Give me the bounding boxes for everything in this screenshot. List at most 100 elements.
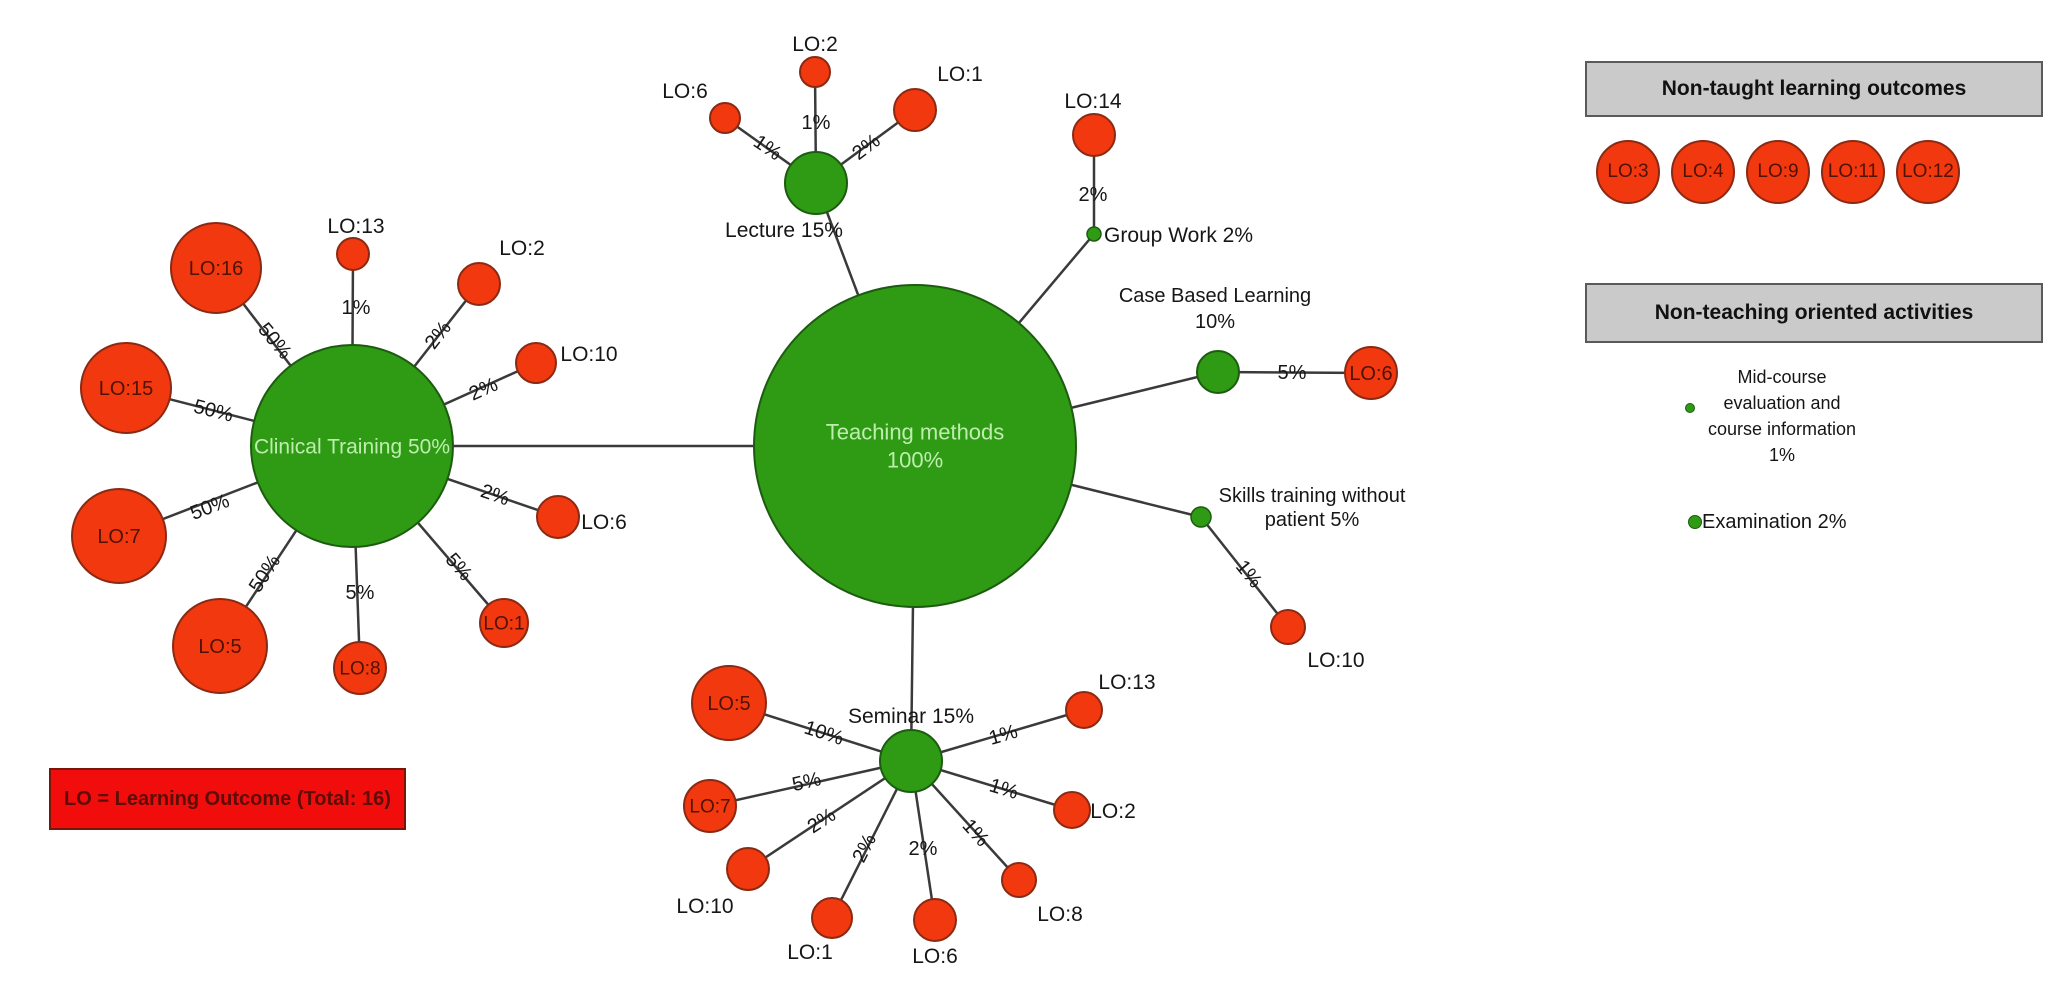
- node-teaching: [753, 284, 1077, 608]
- activity-line: evaluation and: [1723, 393, 1841, 413]
- examination-dot-icon: [1688, 515, 1702, 529]
- label-se10: LO:10: [676, 895, 733, 918]
- node-l6: [709, 102, 741, 134]
- edge-label-seminar-se5: 10%: [801, 717, 846, 750]
- edge-label-groupwork-g14: 2%: [1079, 184, 1108, 206]
- edge-label-clinical-c7: 50%: [187, 490, 232, 525]
- non-taught-outcome-LO-9: LO:9: [1746, 140, 1810, 204]
- node-c6: [536, 495, 580, 539]
- node-l1: [893, 88, 937, 132]
- non-taught-outcome-LO-12: LO:12: [1896, 140, 1960, 204]
- label-se6: LO:6: [912, 945, 958, 968]
- non-taught-outcome-LO-3: LO:3: [1596, 140, 1660, 204]
- label-seminar: Seminar 15%: [848, 705, 974, 728]
- edge-label-clinical-c8: 5%: [346, 582, 375, 604]
- label-c7: LO:7: [97, 526, 140, 548]
- label-clinical: Clinical Training 50%: [254, 435, 450, 458]
- node-c2: [457, 262, 501, 306]
- node-skills: [1190, 506, 1212, 528]
- label-groupwork: Group Work 2%: [1104, 224, 1253, 247]
- examination-label: Examination 2%: [1702, 511, 1942, 533]
- label-g14: LO:14: [1064, 90, 1122, 113]
- label-se7: LO:7: [689, 797, 730, 818]
- label-c10: LO:10: [560, 343, 617, 366]
- edge-label-seminar-se7: 5%: [790, 768, 823, 796]
- non-taught-header: Non-taught learning outcomes: [1585, 61, 2043, 117]
- edge-skills-s10: [1200, 516, 1289, 628]
- non-taught-outcomes-row: LO:3 LO:4 LO:9 LO:11 LO:12: [1596, 140, 1960, 204]
- label-se8: LO:8: [1037, 903, 1083, 926]
- edge-label-lecture-l6: 1%: [749, 131, 785, 166]
- label-se13: LO:13: [1098, 671, 1155, 694]
- label-cb6: LO:6: [1349, 363, 1392, 385]
- legend-box: LO = Learning Outcome (Total: 16): [49, 768, 406, 830]
- edge-label-clinical-c6: 2%: [478, 480, 513, 510]
- label-cbl-0: Case Based Learning: [1119, 285, 1311, 307]
- activity-line: 1%: [1768, 445, 1795, 465]
- node-seminar: [879, 729, 943, 793]
- non-teaching-header: Non-teaching oriented activities: [1585, 283, 2043, 343]
- node-c5: [172, 598, 268, 694]
- node-lecture: [784, 151, 848, 215]
- edge-label-seminar-se2: 1%: [987, 775, 1021, 805]
- label-skills-0: Skills training without: [1219, 485, 1406, 507]
- label-c5: LO:5: [198, 636, 241, 658]
- node-c15: [80, 342, 172, 434]
- node-cb6: [1344, 346, 1398, 400]
- activity-line: Mid-course: [1737, 367, 1827, 387]
- edge-label-cbl-cb6: 5%: [1278, 362, 1307, 384]
- edge-seminar-se10: [747, 759, 912, 871]
- legend-label: LO = Learning Outcome (Total: 16): [64, 787, 391, 810]
- label-c6: LO:6: [581, 511, 627, 534]
- activity-line: Examination 2%: [1702, 511, 1847, 533]
- label-skills-1: patient 5%: [1265, 509, 1360, 531]
- non-taught-outcome-label: LO:4: [1682, 161, 1724, 182]
- node-se5: [691, 665, 767, 741]
- edge-label-clinical-c10: 2%: [466, 374, 502, 406]
- node-se13: [1065, 691, 1103, 729]
- node-c8: [333, 641, 387, 695]
- label-teaching: Teaching methods: [826, 420, 1005, 445]
- node-groupwork: [1086, 226, 1102, 242]
- label-se1: LO:1: [787, 941, 833, 964]
- node-s10: [1270, 609, 1306, 645]
- node-c10: [515, 342, 557, 384]
- non-taught-outcome-LO-11: LO:11: [1821, 140, 1885, 204]
- label-l1: LO:1: [937, 63, 983, 86]
- non-taught-title: Non-taught learning outcomes: [1661, 77, 1967, 100]
- label-l2: LO:2: [792, 33, 838, 56]
- label-lecture: Lecture 15%: [725, 219, 843, 242]
- edge-label-clinical-c13: 1%: [342, 297, 371, 319]
- node-se10: [726, 847, 770, 891]
- node-se1: [811, 897, 853, 939]
- non-taught-outcome-label: LO:12: [1902, 161, 1954, 182]
- node-c13: [336, 237, 370, 271]
- node-se6: [913, 898, 957, 942]
- label-l6: LO:6: [662, 80, 708, 103]
- label-se5: LO:5: [707, 693, 750, 715]
- non-taught-outcome-label: LO:3: [1607, 161, 1649, 182]
- non-taught-outcome-label: LO:9: [1757, 161, 1799, 182]
- edge-label-seminar-se6: 2%: [909, 838, 938, 860]
- node-se2: [1053, 791, 1091, 829]
- label-cbl-1: 10%: [1195, 311, 1235, 333]
- label-c8: LO:8: [339, 659, 380, 680]
- node-cbl: [1196, 350, 1240, 394]
- edge-label-seminar-se10: 2%: [804, 804, 840, 838]
- node-se8: [1001, 862, 1037, 898]
- label-c1: LO:1: [483, 614, 524, 635]
- edge-seminar-se7: [709, 759, 912, 808]
- edge-label-clinical-c2: 2%: [421, 317, 456, 353]
- label-c13: LO:13: [327, 215, 384, 238]
- label-c2: LO:2: [499, 237, 545, 260]
- mid-course-evaluation-dot-icon: [1685, 403, 1695, 413]
- non-teaching-title: Non-teaching oriented activities: [1654, 301, 1974, 324]
- node-g14: [1072, 113, 1116, 157]
- label-c15: LO:15: [99, 378, 153, 400]
- edge-label-seminar-se1: 2%: [848, 830, 881, 866]
- mid-course-evaluation-label: Mid-course evaluation and course informati…: [1652, 364, 1912, 468]
- non-taught-outcome-label: LO:11: [1827, 161, 1879, 182]
- edge-label-lecture-l2: 1%: [802, 112, 831, 134]
